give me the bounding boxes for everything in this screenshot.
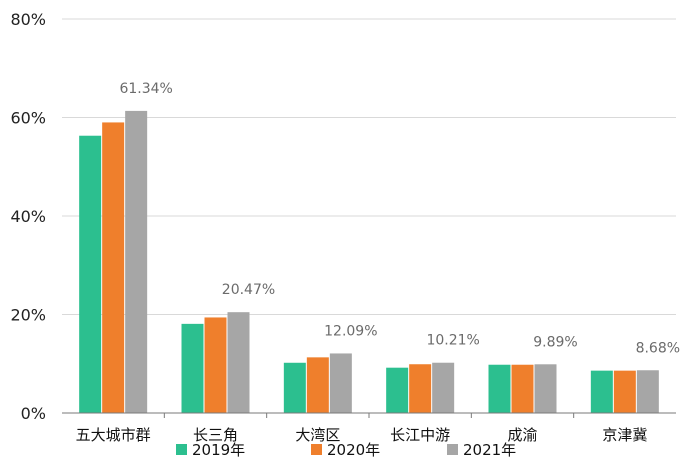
y-tick-label: 40%: [10, 207, 46, 226]
data-label: 12.09%: [324, 323, 377, 339]
y-tick-label: 80%: [10, 10, 46, 29]
legend-label: 2019年: [192, 441, 245, 459]
bar: [125, 110, 148, 413]
y-axis-ticks: 0% 20% 40% 60% 80%: [10, 10, 46, 423]
bar: [79, 135, 102, 413]
category-label: 五大城市群: [76, 426, 151, 444]
y-tick-label: 20%: [10, 306, 46, 325]
legend-swatch: [447, 444, 458, 455]
x-axis-ticks: [163, 413, 575, 418]
bars: [79, 110, 659, 414]
bar: [409, 364, 432, 413]
category-labels: 五大城市群 长三角 大湾区 长江中游 成渝 京津冀: [76, 426, 648, 444]
data-label: 61.34%: [119, 81, 172, 97]
y-tick-label: 0%: [21, 404, 46, 423]
category-label: 成渝: [507, 426, 537, 444]
data-label: 9.89%: [533, 334, 577, 350]
y-tick-label: 60%: [10, 109, 46, 128]
category-label: 京津冀: [602, 426, 647, 444]
bar: [613, 370, 636, 413]
data-labels: 61.34% 20.47% 12.09% 10.21% 9.89% 8.68%: [119, 81, 680, 356]
bar: [283, 362, 306, 413]
gridlines: [62, 18, 676, 315]
data-label: 10.21%: [426, 333, 479, 349]
legend-label: 2021年: [463, 441, 516, 459]
bar: [511, 364, 534, 413]
data-label: 8.68%: [636, 340, 680, 356]
bar: [306, 357, 329, 413]
bar: [590, 370, 613, 413]
bar: [102, 122, 125, 414]
bar: [636, 370, 659, 413]
bar: [432, 362, 455, 413]
bar: [386, 367, 409, 413]
legend-label: 2020年: [327, 441, 380, 459]
bar: [329, 353, 352, 413]
category-label: 长江中游: [390, 426, 450, 444]
legend-swatch: [311, 444, 322, 455]
bar: [534, 364, 557, 413]
legend-swatch: [176, 444, 187, 455]
bar: [204, 317, 227, 413]
bar: [181, 323, 204, 413]
bar: [227, 312, 250, 413]
category-label: 大湾区: [295, 426, 340, 444]
bar: [488, 364, 511, 413]
legend: 2019年 2020年 2021年: [176, 441, 516, 459]
data-label: 20.47%: [222, 282, 275, 298]
category-label: 长三角: [193, 426, 238, 444]
